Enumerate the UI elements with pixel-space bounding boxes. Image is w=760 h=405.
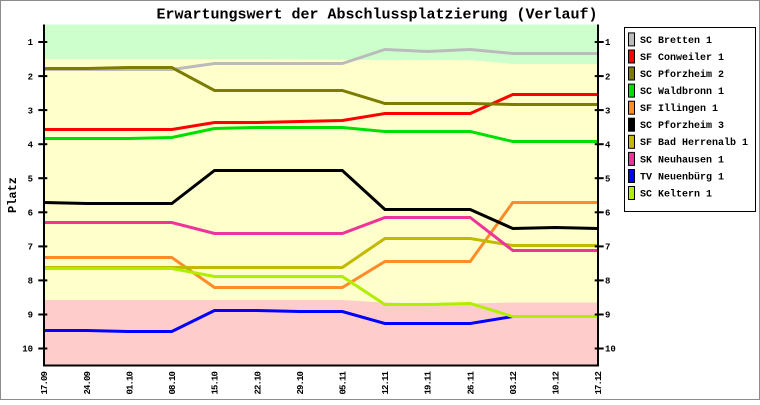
svg-text:1: 1 bbox=[28, 38, 34, 48]
svg-text:SF Illingen 1: SF Illingen 1 bbox=[640, 103, 718, 115]
svg-text:6: 6 bbox=[605, 209, 610, 219]
svg-text:01.10: 01.10 bbox=[125, 372, 135, 395]
svg-text:22.10: 22.10 bbox=[253, 372, 263, 395]
svg-text:05.11: 05.11 bbox=[339, 371, 349, 395]
svg-text:TV Neuenbürg 1: TV Neuenbürg 1 bbox=[640, 171, 724, 183]
svg-text:5: 5 bbox=[28, 174, 33, 184]
svg-text:8: 8 bbox=[28, 277, 33, 287]
svg-text:17.12: 17.12 bbox=[594, 372, 604, 395]
svg-text:SC Pforzheim 2: SC Pforzheim 2 bbox=[640, 69, 724, 81]
svg-text:SC Waldbronn 1: SC Waldbronn 1 bbox=[640, 86, 724, 98]
svg-text:Platz: Platz bbox=[6, 177, 20, 213]
svg-text:2: 2 bbox=[28, 72, 33, 82]
svg-text:15.10: 15.10 bbox=[211, 372, 221, 395]
svg-text:7: 7 bbox=[605, 243, 610, 253]
svg-text:SC Pforzheim 3: SC Pforzheim 3 bbox=[640, 120, 724, 132]
svg-text:SF Bad Herrenalb 1: SF Bad Herrenalb 1 bbox=[640, 137, 748, 149]
svg-text:10: 10 bbox=[605, 345, 616, 355]
svg-text:03.12: 03.12 bbox=[509, 372, 519, 395]
svg-text:4: 4 bbox=[605, 140, 611, 150]
svg-text:8: 8 bbox=[605, 277, 610, 287]
svg-text:29.10: 29.10 bbox=[296, 372, 306, 395]
svg-text:10: 10 bbox=[22, 345, 33, 355]
svg-text:9: 9 bbox=[28, 311, 33, 321]
svg-text:6: 6 bbox=[28, 209, 33, 219]
svg-text:19.11: 19.11 bbox=[424, 371, 434, 395]
svg-text:7: 7 bbox=[28, 243, 33, 253]
svg-text:4: 4 bbox=[28, 140, 34, 150]
svg-text:SC Keltern 1: SC Keltern 1 bbox=[640, 188, 712, 200]
svg-text:24.09: 24.09 bbox=[83, 372, 93, 395]
svg-text:SC Bretten 1: SC Bretten 1 bbox=[640, 36, 712, 47]
svg-text:Erwartungswert der Abschlusspl: Erwartungswert der Abschlussplatzierung … bbox=[156, 7, 597, 24]
svg-text:3: 3 bbox=[28, 106, 33, 116]
svg-text:9: 9 bbox=[605, 311, 610, 321]
svg-text:08.10: 08.10 bbox=[168, 372, 178, 395]
svg-text:12.11: 12.11 bbox=[381, 371, 391, 395]
svg-text:SK Neuhausen 1: SK Neuhausen 1 bbox=[640, 154, 724, 166]
svg-text:2: 2 bbox=[605, 72, 610, 82]
svg-text:17.09: 17.09 bbox=[40, 372, 50, 395]
svg-text:SF Conweiler 1: SF Conweiler 1 bbox=[640, 52, 724, 64]
svg-text:3: 3 bbox=[605, 106, 610, 116]
svg-text:5: 5 bbox=[605, 174, 610, 184]
svg-text:10.12: 10.12 bbox=[552, 372, 562, 395]
svg-text:1: 1 bbox=[605, 38, 611, 48]
svg-text:26.11: 26.11 bbox=[466, 371, 476, 395]
